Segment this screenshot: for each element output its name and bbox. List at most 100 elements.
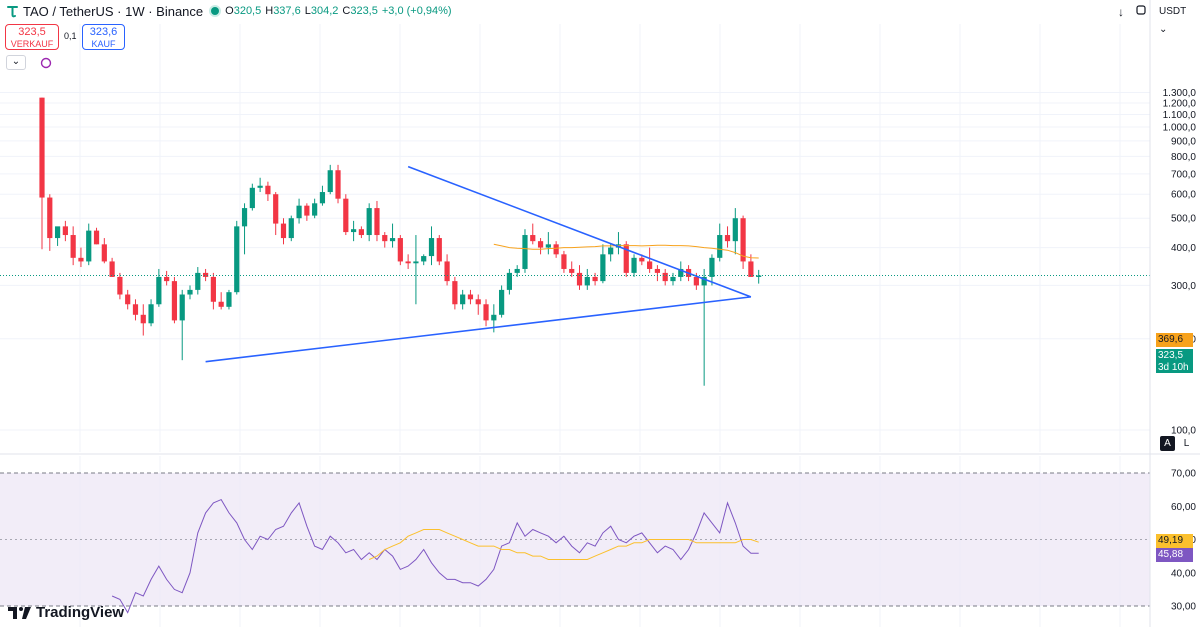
high-value: 337,6 [273,5,301,17]
candle-body [54,226,61,239]
candle-body [537,241,544,248]
candle-body [756,275,762,277]
candle-body [62,226,68,236]
candle-body [709,257,715,277]
candle-body [631,257,637,273]
candle-body [608,247,614,255]
market-status-icon [211,7,220,15]
candle-body [148,304,154,324]
candle-body [78,257,84,262]
close-label: C [342,5,351,17]
candle-body [397,238,403,262]
price-tick-label: 1.300,0 [1163,88,1197,99]
candle-body [467,294,474,300]
open-label: O [225,5,234,17]
moving-average-line [493,243,759,259]
candle-body [717,235,723,258]
candle-body [569,268,575,273]
price-tick-label: 300,0 [1171,281,1196,292]
download-button[interactable]: ↓ [1113,4,1129,20]
candle-body [724,235,731,242]
chevron-down-icon: ⌄ [1159,24,1168,35]
candle-body [249,187,255,209]
arrow-down-icon: ↓ [1118,5,1124,19]
candle-body [475,299,481,305]
candle-body [678,268,684,277]
candle-body [491,314,497,321]
rsi-ma-line [369,529,759,560]
high-label: H [265,5,274,17]
overlays [0,57,1150,363]
symbol-title[interactable]: TAO / TetherUS · 1W · Binance [23,3,204,19]
candle-body [210,276,216,302]
symbol-header: TAO / TetherUS · 1W · Binance O320,5 H33… [6,3,452,19]
ohlc-values: O320,5 H337,6 L304,2 C323,5 +3,0 (+0,94%… [225,5,451,17]
candle-body [335,170,341,199]
candle-body [522,235,528,269]
candle-body [545,244,551,248]
rsi-line [111,498,759,614]
sell-price: 323,5 [18,26,46,38]
price-tick-label: 1.000,0 [1163,123,1197,134]
candle-body [693,276,699,286]
candle-body [171,281,178,321]
candle-body [514,268,520,273]
rsi-tag: 45,88 [1156,548,1193,562]
candle-body [202,272,209,277]
candle-body [530,235,536,242]
candle-body [125,294,131,305]
last-price-tag: 323,5 3d 10h [1156,349,1193,373]
low-label: L [304,5,311,17]
candle-body [218,301,224,307]
log-scale-button[interactable]: L [1179,436,1194,451]
candle-body [576,272,583,286]
price-tick-label: 900,0 [1171,136,1196,147]
close-value: 323,5 [350,5,378,17]
candle-body [109,261,115,277]
rsi-tick-label: 40,00 [1171,568,1196,579]
tradingview-logo-icon [8,606,31,619]
fullscreen-icon [1136,5,1146,15]
buy-button[interactable]: 323,6 KAUF [82,24,125,50]
candle-body [600,254,606,282]
bar-countdown: 3d 10h [1158,362,1189,373]
sell-button[interactable]: 323,5 VERKAUF [5,24,59,50]
candle-body [319,192,326,204]
price-tick-label: 1.200,0 [1163,99,1197,110]
candle-body [327,170,333,193]
rsi-tick-label: 60,00 [1171,502,1196,513]
auto-scale-button[interactable]: A [1160,436,1175,451]
currency-selector[interactable]: USDT ⌄ [1155,3,1195,35]
collapse-indicators-button[interactable]: ⌄ [6,55,26,70]
candle-body [179,294,185,321]
rsi-ma-value: 49,19 [1158,535,1184,546]
candle-body [421,256,427,262]
tradingview-brand[interactable]: TradingView [8,604,124,621]
candle-body [101,244,107,262]
candle-body [413,261,419,264]
candle-body [343,198,349,233]
candle-body [452,281,458,305]
candle-body [93,230,100,245]
candle-body [460,294,466,305]
rsi-pane [0,472,1150,614]
candle-body [389,238,396,242]
price-tick-label: 100,0 [1171,426,1196,437]
candle-body [296,205,302,219]
candle-body [444,261,450,282]
fullscreen-button[interactable] [1133,4,1149,20]
candle-body [561,254,567,269]
candle-body [428,238,435,257]
candle-body [662,272,668,282]
candle-body [226,292,232,307]
price-tick-label: 1.100,0 [1163,110,1197,121]
spread-value: 0,1 [64,31,77,41]
candle-body [654,268,661,273]
candle-body [164,276,170,282]
candle-body [70,235,76,258]
price-tick-label: 500,0 [1171,214,1196,225]
candle-body [382,235,388,242]
candle-body [584,276,590,286]
